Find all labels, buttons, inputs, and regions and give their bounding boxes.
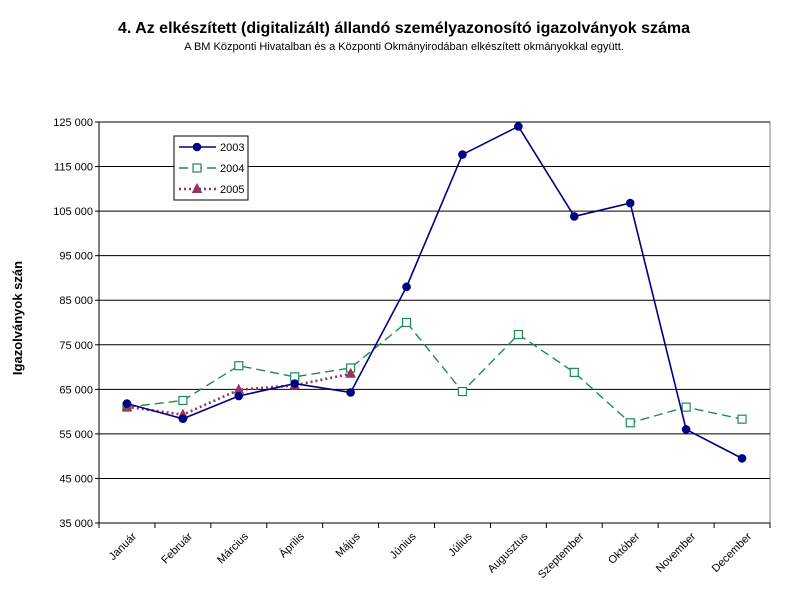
legend-label: 2003 [220, 142, 244, 154]
x-tick-label: Szeptember [536, 530, 587, 581]
data-point [345, 367, 356, 378]
x-tick-label: December [710, 530, 755, 575]
data-point [402, 282, 411, 292]
data-point [737, 454, 747, 463]
y-axis-label: Igazolványok szán [10, 261, 25, 375]
legend-label: 2004 [220, 163, 244, 175]
y-tick-label: 65 000 [59, 384, 93, 396]
x-axis: Január Február Március Április Május Június Jú… [98, 523, 771, 581]
y-tick-label: 35 000 [59, 518, 93, 530]
x-tick-label: Augusztus [486, 530, 531, 575]
data-point [192, 142, 202, 152]
x-tick-label: Június [388, 530, 419, 561]
data-point [514, 122, 523, 131]
data-point [192, 163, 202, 173]
data-point [681, 402, 691, 412]
y-tick-label: 95 000 [59, 251, 93, 263]
data-point [569, 367, 579, 378]
data-point [681, 425, 691, 434]
data-point [122, 399, 132, 408]
x-tick-label: Október [606, 530, 642, 566]
legend: 2003 2004 2005 [173, 135, 249, 201]
series-group [121, 122, 747, 463]
y-tick-label: 125 000 [53, 117, 93, 129]
x-tick-label: Január [107, 530, 140, 563]
x-tick-label: Március [215, 530, 251, 566]
series-2003 [122, 122, 747, 463]
y-tick-label: 105 000 [53, 206, 93, 218]
data-point [234, 391, 244, 401]
legend-label: 2005 [220, 184, 244, 196]
y-tick-label: 55 000 [59, 429, 93, 441]
x-tick-label: Május [334, 530, 364, 560]
legend-item: 2005 [179, 182, 244, 196]
x-tick-label: Február [159, 530, 195, 566]
legend-item: 2004 [179, 163, 244, 175]
data-point [290, 379, 300, 388]
data-point [234, 361, 244, 371]
data-point [737, 414, 747, 424]
x-tick-label: Április [276, 530, 307, 561]
data-point [458, 150, 467, 159]
chart-subtitle: A BM Központi Hivatalban és a Központi O… [184, 41, 624, 53]
data-point [346, 388, 355, 397]
y-tick-label: 45 000 [59, 473, 93, 485]
data-point [457, 386, 468, 397]
data-point [569, 212, 579, 221]
data-point [401, 317, 412, 328]
legend-item: 2003 [179, 142, 244, 154]
series-line [126, 321, 743, 424]
data-point [625, 198, 635, 208]
data-point [178, 414, 188, 424]
chart-title: 4. Az elkészített (digitalizált) állandó… [118, 20, 690, 37]
series-line [126, 125, 743, 460]
data-point [191, 182, 203, 193]
data-point [178, 395, 188, 406]
y-tick-label: 85 000 [59, 295, 93, 307]
x-tick-label: November [654, 530, 699, 575]
y-tick-label: 75 000 [59, 340, 93, 352]
x-tick-label: Július [446, 530, 475, 559]
y-tick-label: 115 000 [54, 162, 93, 174]
data-point [513, 329, 523, 340]
data-point [625, 418, 635, 428]
gridlines [99, 121, 770, 479]
